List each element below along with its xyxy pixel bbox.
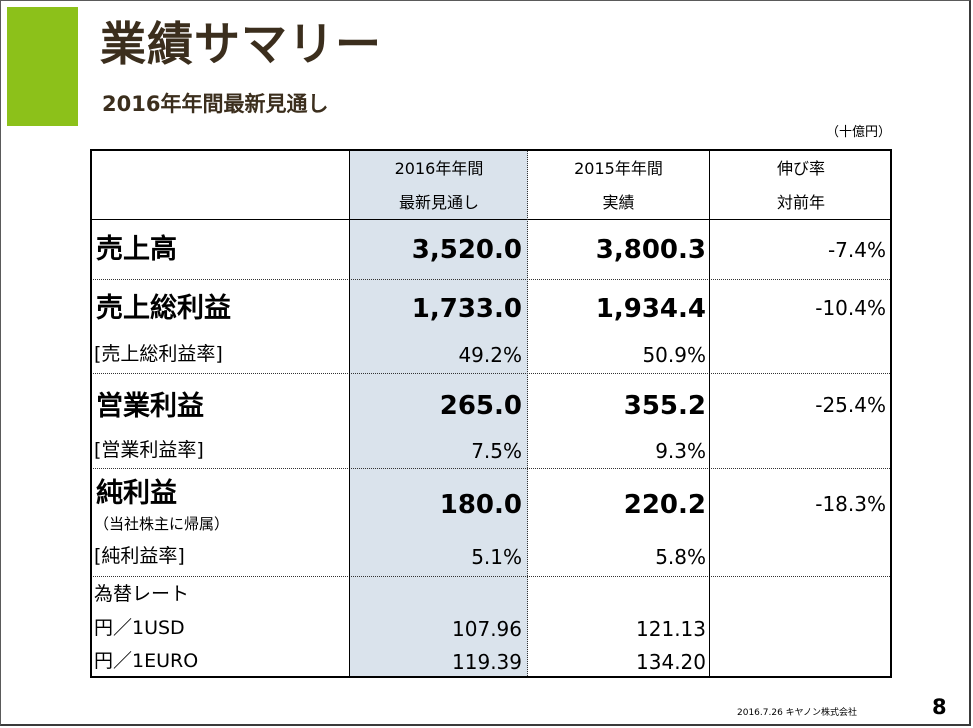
fx-euro-actual: 134.20 <box>636 650 706 674</box>
gross-profit-growth: -10.4% <box>815 296 886 320</box>
operating-profit-actual: 355.2 <box>623 391 706 421</box>
net-income-label: 純利益 <box>96 478 177 509</box>
row-divider <box>90 279 892 280</box>
gross-margin-actual: 50.9% <box>642 343 706 367</box>
column-divider <box>527 149 528 678</box>
header-growth-line1: 伸び率 <box>776 159 825 178</box>
forecast-column-shade <box>350 150 528 676</box>
gross-margin-label: [売上総利益率] <box>94 343 223 365</box>
operating-profit-label: 営業利益 <box>96 391 204 422</box>
footer-text: 2016.7.26 キヤノン株式会社 <box>737 708 857 718</box>
row-divider <box>90 373 892 374</box>
net-income-forecast: 180.0 <box>439 490 522 520</box>
net-income-sublabel: （当社株主に帰属） <box>94 515 230 533</box>
operating-profit-forecast: 265.0 <box>439 391 522 421</box>
page-number: 8 <box>932 695 947 719</box>
sales-forecast: 3,520.0 <box>411 235 522 265</box>
accent-bar <box>7 7 78 126</box>
row-divider <box>90 576 892 577</box>
gross-profit-actual: 1,934.4 <box>595 294 706 324</box>
net-margin-forecast: 5.1% <box>471 545 522 569</box>
column-divider <box>349 149 350 678</box>
fx-usd-actual: 121.13 <box>636 617 706 641</box>
operating-margin-label: [営業利益率] <box>94 439 204 461</box>
sales-actual: 3,800.3 <box>595 235 706 265</box>
operating-profit-growth: -25.4% <box>815 393 886 417</box>
gross-profit-label: 売上総利益 <box>96 293 231 324</box>
gross-margin-forecast: 49.2% <box>458 343 522 367</box>
summary-table: 2016年年間 最新見通し 2015年年間 実績 伸び率 対前年 売上高 3,5… <box>90 149 892 678</box>
header-actual-line2: 実績 <box>602 193 635 212</box>
net-margin-label: [純利益率] <box>94 545 185 567</box>
unit-label: （十億円） <box>826 125 892 140</box>
sales-growth: -7.4% <box>827 238 886 262</box>
header-forecast-line1: 2016年年間 <box>394 159 484 178</box>
net-income-actual: 220.2 <box>623 490 706 520</box>
fx-usd-forecast: 107.96 <box>452 617 522 641</box>
net-income-growth: -18.3% <box>815 492 886 516</box>
sales-label: 売上高 <box>96 234 177 265</box>
fx-usd-label: 円／1USD <box>94 617 185 639</box>
column-divider <box>709 149 710 678</box>
row-divider <box>90 468 892 469</box>
slide-title: 業績サマリー <box>100 17 382 71</box>
header-growth-line2: 対前年 <box>776 193 825 212</box>
header-forecast-line2: 最新見通し <box>398 193 479 212</box>
gross-profit-forecast: 1,733.0 <box>411 294 522 324</box>
fx-euro-forecast: 119.39 <box>452 650 522 674</box>
net-margin-actual: 5.8% <box>655 545 706 569</box>
header-divider <box>90 219 892 220</box>
operating-margin-actual: 9.3% <box>655 439 706 463</box>
header-actual-line1: 2015年年間 <box>574 159 663 178</box>
operating-margin-forecast: 7.5% <box>471 439 522 463</box>
fx-euro-label: 円／1EURO <box>94 650 199 672</box>
fx-label: 為替レート <box>94 583 190 605</box>
slide-subtitle: 2016年年間最新見通し <box>102 92 329 116</box>
table-border <box>90 149 892 678</box>
